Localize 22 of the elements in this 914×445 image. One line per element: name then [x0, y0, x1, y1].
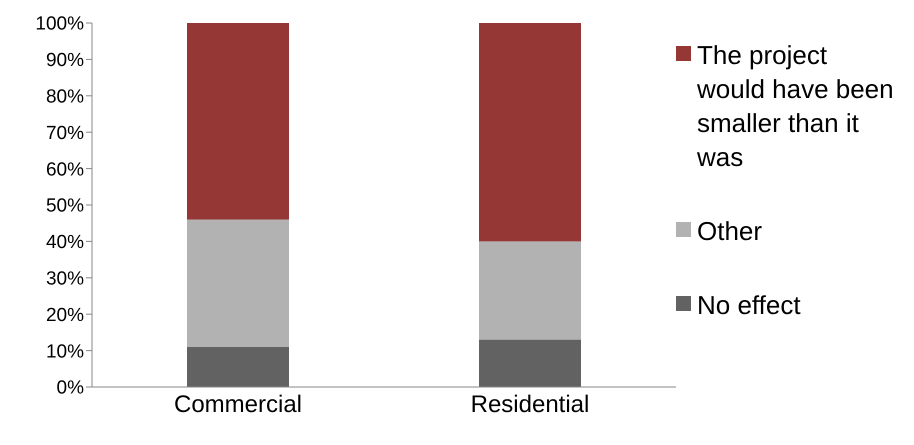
y-tick-label: 80%	[46, 86, 84, 108]
y-tick-label: 100%	[35, 14, 84, 35]
y-tick-label: 10%	[46, 341, 84, 362]
bar	[187, 23, 289, 220]
bar	[187, 220, 289, 347]
y-tick-label: 60%	[46, 159, 84, 180]
y-tick-label: 40%	[46, 232, 84, 254]
bar	[479, 241, 581, 340]
legend-label: The project would have been smaller than it was	[697, 39, 895, 174]
y-tick-label: 20%	[46, 304, 84, 326]
y-tick-label: 0%	[56, 378, 84, 399]
bar	[479, 23, 581, 242]
y-tick-label: 50%	[46, 196, 84, 217]
x-tick-label: Residential	[470, 391, 590, 418]
y-tick-label: 30%	[46, 268, 84, 290]
y-tick-label: 90%	[46, 50, 84, 72]
bar	[479, 340, 581, 387]
legend-label: No effect	[697, 289, 801, 322]
bar	[187, 346, 289, 387]
y-tick-label: 70%	[46, 122, 84, 144]
x-tick-label: Commercial	[174, 391, 302, 418]
legend-label: Other	[697, 215, 762, 248]
